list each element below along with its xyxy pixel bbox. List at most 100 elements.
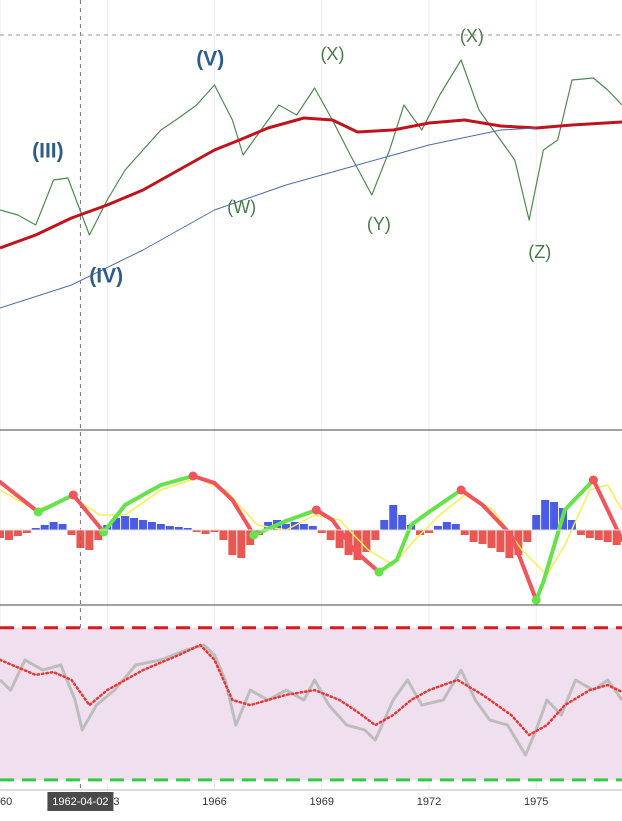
series-segment: [426, 488, 464, 514]
histogram-bar: [478, 530, 487, 544]
series-segment: [330, 518, 356, 552]
histogram-bar: [130, 518, 139, 530]
annotation: (Z): [528, 242, 551, 262]
histogram-bar: [317, 530, 326, 533]
histogram-bar: [371, 530, 380, 540]
band: [0, 627, 622, 780]
series-segment: [71, 493, 106, 534]
histogram-bar: [514, 530, 523, 555]
series-segment: [394, 523, 414, 562]
histogram-bar: [594, 530, 603, 540]
histogram-bar: [237, 530, 246, 558]
series-segment: [283, 508, 319, 523]
x-tick-label: 1975: [524, 796, 548, 808]
histogram-bar: [603, 530, 612, 542]
histogram-bar: [523, 530, 532, 542]
series-line: [0, 643, 622, 757]
histogram-bar: [228, 530, 237, 555]
histogram-bar: [398, 515, 407, 530]
histogram-bar: [174, 527, 183, 530]
series-segment: [212, 481, 235, 502]
series-segment: [251, 519, 288, 537]
histogram-bar: [147, 522, 156, 530]
series-segment: [541, 508, 567, 584]
histogram-bar: [67, 530, 76, 535]
annotation: (V): [196, 48, 224, 71]
histogram-bar: [550, 502, 559, 530]
histogram-bar: [210, 530, 219, 532]
x-tick-label: 1960: [0, 796, 12, 808]
histogram-bar: [22, 530, 31, 533]
histogram-bar: [433, 526, 442, 530]
histogram-bar: [121, 516, 130, 530]
histogram-bar: [487, 530, 496, 548]
series-segment: [509, 533, 539, 602]
series-line: [0, 643, 622, 737]
turn-dot: [33, 507, 43, 517]
series-segment: [351, 548, 381, 574]
series-segment: [123, 483, 163, 507]
x-tick-label: 1972: [417, 796, 441, 808]
histogram-bar: [31, 528, 40, 530]
histogram-bar: [138, 520, 147, 530]
series-line: [0, 116, 622, 250]
histogram-bar: [192, 530, 201, 532]
series-segment: [562, 478, 596, 512]
histogram-bar: [612, 530, 621, 545]
annotation: (III): [32, 140, 64, 163]
histogram-bar: [380, 520, 389, 530]
histogram-bar: [183, 528, 192, 530]
annotation: (X): [320, 44, 344, 64]
series-line: [0, 127, 537, 309]
histogram-bar: [424, 530, 433, 533]
histogram-bar: [13, 530, 22, 536]
turn-dot: [188, 471, 198, 481]
turn-dot: [588, 475, 598, 485]
histogram-bar: [416, 530, 425, 535]
crosshair-label-box: [47, 792, 114, 811]
crosshair-label: 1962-04-02: [52, 796, 108, 808]
histogram-bar: [281, 524, 290, 530]
annotation: (IV): [89, 265, 123, 288]
x-tick-label: 1966: [202, 796, 226, 808]
series-segment: [101, 503, 128, 534]
histogram-bar: [156, 524, 165, 530]
histogram-bar: [567, 520, 576, 530]
turn-dot: [99, 527, 109, 537]
histogram-bar: [389, 505, 398, 530]
histogram-bar: [442, 522, 451, 530]
histogram-bar: [532, 515, 541, 530]
histogram-bar: [299, 524, 308, 530]
histogram-bar: [4, 530, 13, 540]
turn-dot: [456, 485, 466, 495]
histogram-bar: [326, 530, 335, 540]
histogram-bar: [353, 530, 362, 560]
series-line: [0, 477, 622, 576]
histogram-bar: [469, 530, 478, 542]
turn-dot: [249, 530, 259, 540]
annotation: (X): [460, 26, 484, 46]
series-segment: [0, 480, 41, 514]
turn-dot: [68, 490, 78, 500]
histogram-bar: [49, 522, 58, 530]
histogram-bar: [308, 526, 317, 530]
turn-dot: [311, 505, 321, 515]
histogram-bar: [219, 530, 228, 540]
annotation: (Y): [367, 214, 391, 234]
histogram-bar: [576, 530, 585, 535]
histogram-bar: [0, 530, 4, 538]
histogram-bar: [58, 524, 67, 530]
histogram-bar: [76, 530, 85, 548]
histogram-bar: [112, 518, 121, 530]
histogram-bar: [585, 530, 594, 538]
histogram-bar: [335, 530, 344, 548]
turn-dot: [531, 595, 541, 605]
histogram-bar: [451, 524, 460, 530]
x-tick-label: 1969: [309, 796, 333, 808]
series-segment: [409, 510, 431, 527]
turn-dot: [374, 567, 384, 577]
histogram-bar: [460, 530, 469, 535]
annotation: (W): [227, 197, 256, 217]
